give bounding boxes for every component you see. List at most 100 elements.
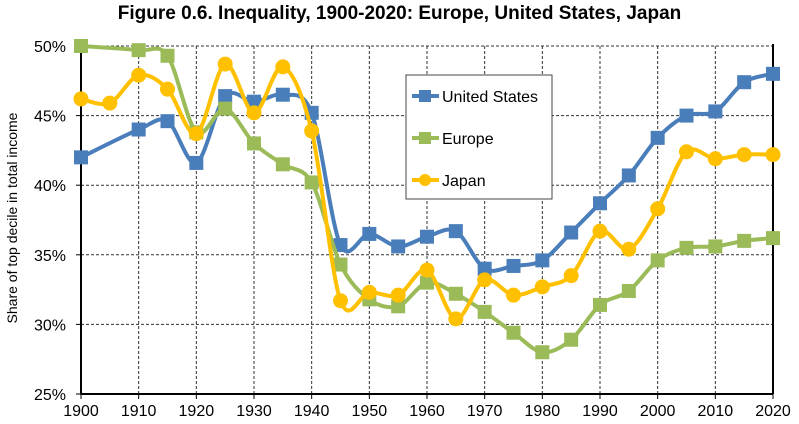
tick-labels: 1900 1910 1920 1930 1940 1950 1960 1970 1980 1990… xyxy=(34,39,791,420)
data-point-europe xyxy=(593,297,607,312)
data-point-united-states xyxy=(362,226,377,241)
data-point-europe xyxy=(391,299,406,314)
data-point-united-states xyxy=(333,238,348,253)
data-point-japan xyxy=(390,287,406,303)
data-point-japan xyxy=(506,287,521,303)
data-point-united-states xyxy=(477,261,492,276)
data-point-japan xyxy=(534,279,550,295)
data-point-united-states xyxy=(131,122,146,137)
legend-label: Japan xyxy=(442,173,486,190)
x-tick-label: 1900 xyxy=(63,403,99,420)
x-tick-label: 1950 xyxy=(352,403,388,420)
x-tick-label: 2000 xyxy=(640,403,676,420)
data-point-united-states xyxy=(448,224,463,239)
x-tick-label: 1930 xyxy=(236,403,272,420)
data-point-japan xyxy=(765,147,781,163)
data-point-europe xyxy=(766,231,780,246)
y-tick-label: 50% xyxy=(34,39,66,56)
data-point-europe xyxy=(247,136,261,151)
x-tick-label: 1920 xyxy=(179,403,215,420)
x-tick-label: 2010 xyxy=(698,403,734,420)
legend-marker-square xyxy=(419,90,431,102)
data-point-japan xyxy=(592,223,608,239)
data-point-japan xyxy=(650,201,666,217)
data-point-united-states xyxy=(506,258,521,273)
data-point-japan xyxy=(160,81,175,97)
legend: United States Europe Japan xyxy=(405,74,553,200)
y-tick-label: 45% xyxy=(34,109,66,126)
x-tick-label: 1940 xyxy=(294,403,330,420)
data-point-japan xyxy=(448,311,464,327)
data-point-united-states xyxy=(189,155,204,170)
legend-marker-square xyxy=(419,132,431,144)
data-point-united-states xyxy=(737,75,752,90)
data-point-japan xyxy=(217,56,233,72)
y-tick-label: 25% xyxy=(34,387,66,404)
data-point-united-states xyxy=(420,229,434,244)
data-point-japan xyxy=(275,59,291,75)
y-tick-label: 30% xyxy=(34,317,66,334)
data-point-europe xyxy=(448,286,463,301)
data-point-united-states xyxy=(275,87,290,102)
data-point-united-states xyxy=(247,94,261,109)
y-tick-label: 35% xyxy=(34,248,66,265)
data-point-europe xyxy=(621,283,636,298)
data-point-europe xyxy=(737,233,752,248)
data-point-japan xyxy=(563,268,579,284)
x-tick-label: 1970 xyxy=(467,403,503,420)
x-tick-label: 1910 xyxy=(121,403,157,420)
data-point-japan xyxy=(333,293,348,309)
data-point-japan xyxy=(131,67,147,83)
series-united-states xyxy=(74,66,780,276)
data-point-united-states xyxy=(708,104,723,119)
data-point-japan xyxy=(73,91,89,107)
data-point-japan xyxy=(304,123,320,139)
data-point-europe xyxy=(506,325,521,340)
data-point-united-states xyxy=(679,108,694,123)
x-tick-label: 2020 xyxy=(755,403,791,420)
data-point-japan xyxy=(621,241,637,257)
data-point-japan xyxy=(419,262,435,278)
series-japan xyxy=(73,56,781,327)
data-point-japan xyxy=(246,105,262,121)
legend-item-japan: Japan xyxy=(412,173,486,190)
legend-label: United States xyxy=(442,89,538,106)
data-point-europe xyxy=(160,48,175,63)
data-point-europe xyxy=(477,304,492,319)
data-point-europe xyxy=(74,39,88,53)
data-point-united-states xyxy=(391,239,406,254)
series-europe xyxy=(74,39,780,360)
data-point-japan xyxy=(679,144,694,160)
legend-item-united-states: United States xyxy=(412,89,538,106)
data-point-japan xyxy=(361,284,377,300)
data-point-united-states xyxy=(160,114,175,129)
data-point-japan xyxy=(707,151,723,167)
series-group xyxy=(73,39,781,360)
x-tick-label: 1980 xyxy=(525,403,561,420)
legend-item-europe: Europe xyxy=(412,131,494,148)
data-point-united-states xyxy=(621,168,636,183)
data-point-europe xyxy=(131,43,146,58)
data-point-united-states xyxy=(218,89,233,104)
data-point-europe xyxy=(275,157,290,172)
legend-label: Europe xyxy=(442,131,494,148)
data-point-europe xyxy=(420,275,434,290)
data-point-japan xyxy=(188,126,204,142)
x-tick-label: 1990 xyxy=(582,403,618,420)
data-point-united-states xyxy=(535,253,550,268)
x-tick-label: 1960 xyxy=(409,403,445,420)
data-point-united-states xyxy=(74,150,88,165)
data-point-europe xyxy=(564,332,579,347)
data-point-europe xyxy=(304,175,319,190)
data-point-europe xyxy=(333,257,348,272)
data-point-europe xyxy=(679,240,694,255)
data-point-united-states xyxy=(593,196,607,211)
data-point-united-states xyxy=(564,225,579,240)
data-point-japan xyxy=(736,147,752,163)
data-point-europe xyxy=(650,253,665,268)
y-tick-label: 40% xyxy=(34,178,66,195)
data-point-europe xyxy=(535,345,550,360)
data-point-united-states xyxy=(650,130,665,145)
data-point-europe xyxy=(218,101,233,116)
